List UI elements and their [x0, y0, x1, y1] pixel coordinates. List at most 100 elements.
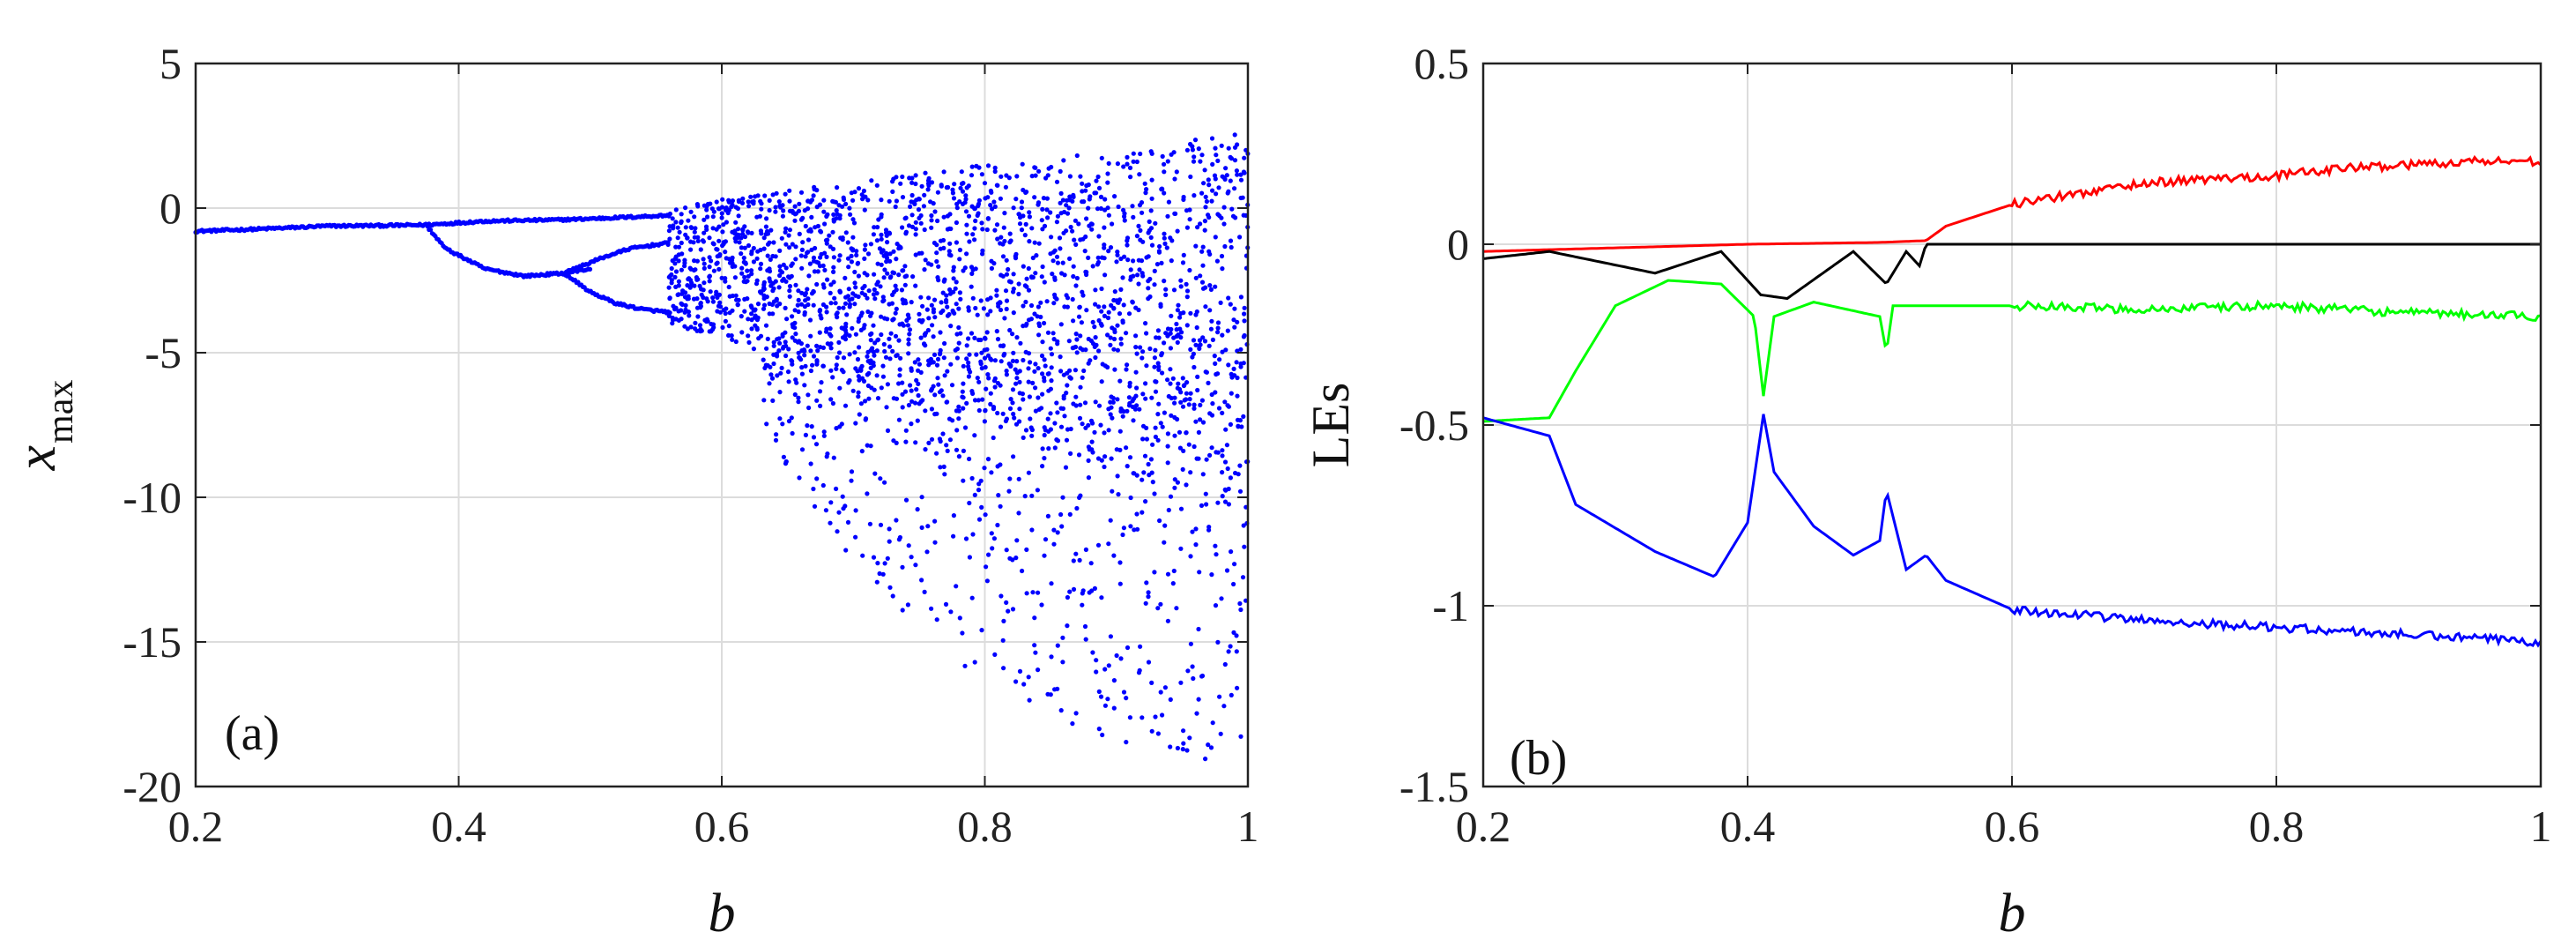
data-point — [687, 285, 693, 290]
data-point — [1197, 346, 1202, 351]
data-point — [929, 225, 934, 230]
panel-a-y-axis-label-main: x — [4, 445, 67, 471]
data-point — [1084, 308, 1089, 313]
data-point — [872, 353, 877, 358]
data-point — [966, 308, 971, 313]
data-point — [953, 347, 958, 353]
data-point — [880, 374, 887, 379]
data-point — [1068, 376, 1073, 381]
data-point — [795, 302, 800, 308]
data-point — [932, 518, 938, 524]
data-point — [1198, 159, 1203, 164]
data-point — [880, 299, 886, 304]
data-point — [882, 480, 887, 485]
data-point — [973, 218, 978, 224]
data-point — [1000, 638, 1006, 643]
data-point — [942, 373, 947, 378]
data-point — [672, 261, 678, 266]
data-point — [980, 251, 985, 257]
data-point — [998, 462, 1003, 467]
data-point — [893, 333, 899, 339]
data-point — [1115, 250, 1120, 255]
data-point — [881, 275, 887, 280]
data-point — [1130, 299, 1135, 304]
data-point — [938, 330, 943, 335]
series-line-le3 — [1482, 279, 2542, 423]
data-point — [1019, 199, 1025, 205]
data-point — [1078, 493, 1083, 498]
data-point — [1232, 562, 1237, 567]
data-point — [813, 442, 820, 447]
data-point — [716, 266, 722, 272]
data-point — [847, 377, 852, 384]
data-point — [1175, 228, 1180, 234]
data-point — [1140, 391, 1146, 397]
panel-a-y-tick-label: -20 — [122, 762, 182, 811]
data-point — [1013, 256, 1019, 261]
data-point — [963, 209, 969, 214]
data-point — [985, 372, 991, 377]
data-point — [812, 503, 818, 509]
data-point — [879, 198, 884, 203]
data-point — [1055, 213, 1060, 219]
data-point — [818, 228, 823, 234]
data-point — [835, 529, 840, 534]
data-point — [785, 369, 791, 375]
data-point — [787, 284, 793, 289]
panel-b-x-tick-label: 0.4 — [1720, 802, 1776, 851]
data-point — [1219, 215, 1224, 220]
data-point — [1197, 338, 1202, 343]
data-point — [1026, 379, 1031, 384]
data-point — [1149, 177, 1154, 183]
data-point — [989, 190, 994, 195]
data-point — [732, 275, 739, 280]
data-point — [1146, 594, 1151, 600]
data-point — [1073, 711, 1079, 716]
data-point — [1061, 396, 1066, 401]
data-point — [976, 198, 982, 203]
data-point — [1219, 253, 1225, 259]
data-point — [837, 385, 843, 391]
data-point — [984, 227, 990, 233]
data-point — [979, 504, 984, 511]
data-point — [1232, 324, 1237, 330]
series-line-le1 — [1482, 154, 2542, 253]
data-point — [1165, 213, 1170, 219]
data-point — [1125, 464, 1130, 469]
data-point — [1066, 205, 1072, 211]
data-point — [1218, 300, 1223, 305]
data-point — [1117, 581, 1123, 586]
data-point — [1177, 445, 1183, 451]
data-point — [1199, 190, 1205, 196]
data-point — [1178, 284, 1184, 289]
data-point — [765, 231, 771, 236]
data-point — [723, 239, 729, 244]
data-point — [878, 476, 883, 481]
data-point — [887, 258, 893, 264]
data-point — [830, 246, 836, 251]
data-point — [1102, 304, 1107, 309]
data-point — [1102, 464, 1107, 470]
data-point — [1159, 260, 1164, 265]
data-point — [932, 315, 938, 320]
data-point — [797, 231, 802, 236]
data-point — [708, 201, 713, 206]
data-point — [922, 227, 927, 233]
data-point — [996, 493, 1001, 498]
data-point — [1108, 518, 1113, 523]
data-point — [908, 204, 913, 209]
data-point — [894, 440, 899, 445]
data-point — [897, 534, 902, 541]
data-point — [1102, 430, 1107, 436]
data-point — [923, 331, 928, 336]
data-point — [739, 235, 744, 241]
data-point — [967, 500, 972, 506]
data-point — [780, 213, 786, 219]
data-point — [1092, 344, 1097, 349]
data-point — [1029, 493, 1035, 498]
data-point — [1228, 178, 1233, 183]
data-point — [1079, 320, 1084, 325]
data-point — [1149, 242, 1155, 248]
data-point — [1164, 245, 1169, 250]
data-point — [1204, 457, 1209, 462]
